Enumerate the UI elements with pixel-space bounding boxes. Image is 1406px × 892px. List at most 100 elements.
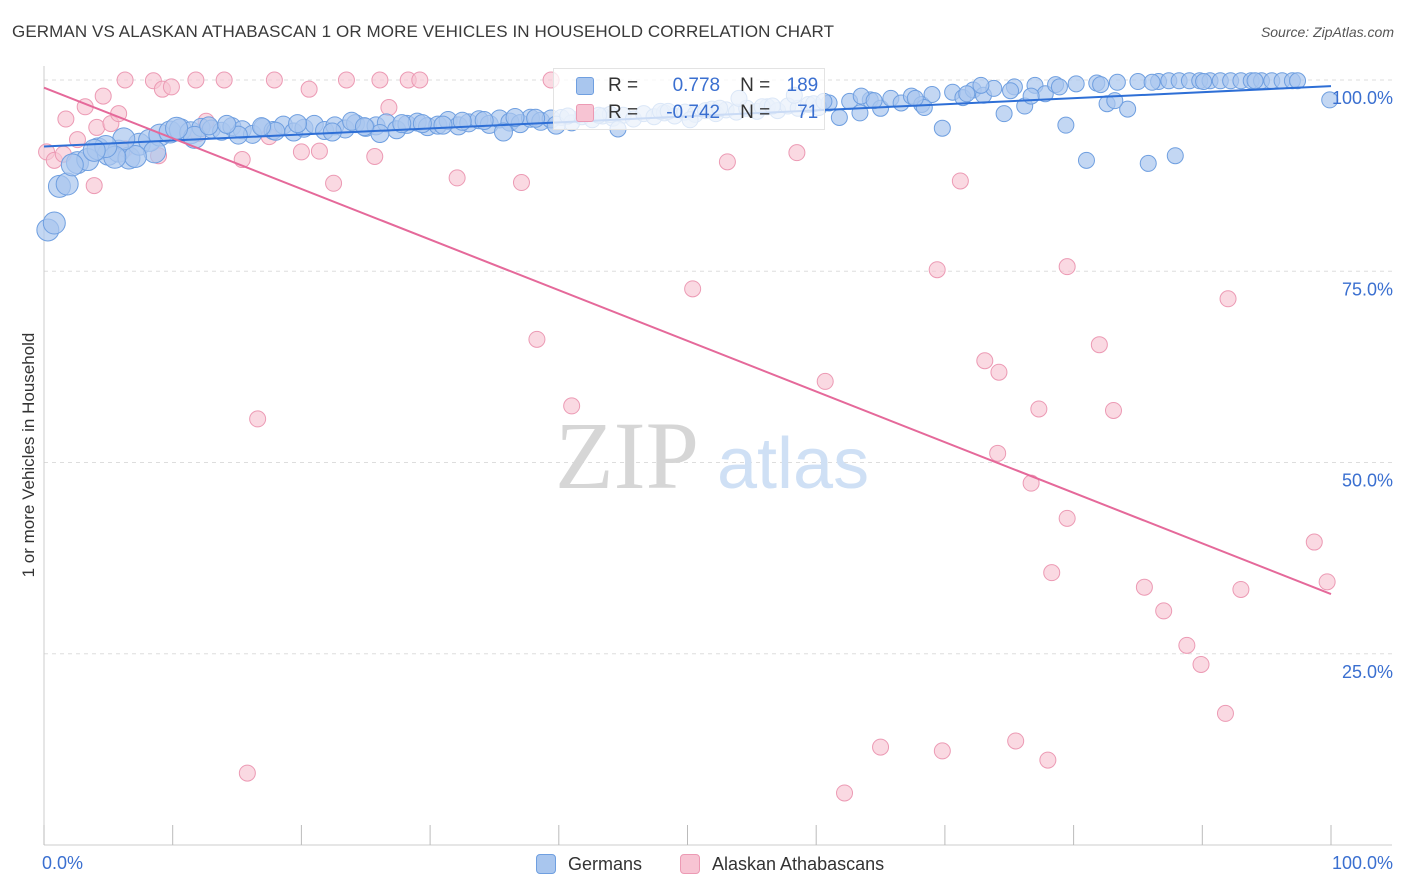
alaskan-point (366, 148, 384, 165)
alaskan-n-value: 71 (797, 102, 819, 123)
y-tick-label: 100.0% (1332, 88, 1393, 108)
alaskan-point (249, 410, 267, 428)
germans-point (995, 105, 1013, 123)
germans-point (1143, 73, 1161, 91)
source-credit: Source: ZipAtlas.com (1260, 24, 1394, 40)
alaskan-point (788, 144, 806, 162)
germans-legend-label: Germans (568, 853, 643, 874)
alaskan-point (57, 110, 75, 128)
germans-point (1129, 73, 1147, 91)
alaskan-r-value: -0.742 (666, 102, 721, 123)
alaskan-point (976, 352, 994, 370)
alaskan-point (1216, 704, 1234, 722)
alaskan-point (1007, 732, 1025, 750)
germans-legend-swatch (536, 854, 556, 874)
germans-point (933, 119, 951, 137)
alaskan-point (448, 169, 466, 187)
alaskan-point (238, 764, 256, 782)
legend-item-alaskan[interactable]: Alaskan Athabascans (680, 852, 884, 876)
alaskan-point (162, 78, 180, 96)
alaskan-point (116, 71, 134, 89)
alaskan-point (836, 784, 854, 802)
alaskan-point (300, 80, 318, 98)
germans-point (906, 89, 924, 107)
germans-point (1067, 75, 1085, 93)
alaskan-point (1058, 258, 1076, 276)
alaskan-point (1305, 533, 1323, 551)
alaskan-point (310, 142, 328, 160)
germans-point (1002, 82, 1020, 100)
watermark-zip: ZIP (555, 402, 699, 509)
germans-swatch (576, 77, 594, 95)
x-tick-label: 100.0% (1332, 853, 1393, 873)
y-tick-label: 25.0% (1342, 662, 1393, 682)
germans-point (1139, 154, 1157, 172)
legend-item-germans[interactable]: Germans (536, 852, 642, 876)
alaskan-point (94, 87, 112, 105)
r-label: R = (608, 102, 639, 123)
stats-legend: R = 0.778 N = 189 R = -0.742 N = 71 (553, 68, 825, 130)
germans-point (217, 114, 237, 134)
alaskan-point (563, 397, 581, 415)
germans-point (60, 153, 84, 177)
alaskan-point (215, 71, 233, 89)
alaskan-point (1219, 290, 1237, 308)
alaskan-point (85, 177, 103, 195)
germans-point (42, 211, 66, 235)
germans-point (392, 114, 412, 134)
germans-point (865, 92, 883, 110)
germans-point (1022, 87, 1040, 105)
alaskan-point (325, 174, 343, 192)
alaskan-point (187, 71, 205, 89)
germans-point (1166, 147, 1184, 165)
germans-point (972, 76, 990, 94)
alaskan-point (1058, 509, 1076, 527)
stats-row-germans: R = 0.778 N = 189 (576, 75, 818, 97)
y-tick-label: 50.0% (1342, 471, 1393, 491)
chart-title: GERMAN VS ALASKAN ATHABASCAN 1 OR MORE V… (12, 22, 835, 41)
alaskan-point (1043, 564, 1061, 582)
germans-n-value: 189 (786, 75, 819, 96)
alaskan-point (989, 444, 1007, 462)
alaskan-point (1135, 578, 1153, 596)
germans-point (1321, 91, 1339, 109)
alaskan-point (951, 172, 969, 190)
alaskan-point (528, 330, 546, 348)
r-label: R = (608, 75, 639, 96)
germans-r-value: 0.778 (672, 75, 721, 96)
n-label: N = (740, 75, 771, 96)
stats-row-alaskan: R = -0.742 N = 71 (576, 102, 818, 124)
alaskan-point (512, 174, 530, 192)
y-tick-label: 75.0% (1342, 279, 1393, 299)
alaskan-legend-label: Alaskan Athabascans (712, 853, 885, 874)
alaskan-legend-swatch (680, 854, 700, 874)
germans-point (433, 115, 453, 135)
alaskan-point (990, 363, 1008, 381)
alaskan-point (1192, 655, 1210, 673)
germans-point (1246, 72, 1264, 90)
germans-point (143, 140, 167, 164)
alaskan-point (337, 71, 355, 89)
tick-labels: 100.0% 75.0% 50.0% 25.0% 0.0% 100.0% (42, 88, 1393, 873)
alaskan-point (1318, 573, 1336, 591)
n-label: N = (740, 102, 771, 123)
alaskan-point (88, 118, 106, 136)
alaskan-trend-line (43, 86, 1332, 596)
alaskan-point (411, 71, 429, 89)
alaskan-point (68, 131, 86, 149)
alaskan-point (816, 372, 834, 390)
alaskan-point (265, 71, 283, 89)
alaskan-point (292, 143, 310, 161)
x-tick-label: 0.0% (42, 853, 83, 873)
germans-point (288, 114, 308, 134)
germans-point (1108, 73, 1126, 91)
alaskan-swatch (576, 104, 594, 122)
germans-point (505, 107, 525, 127)
germans-point (493, 122, 513, 142)
alaskan-point (718, 153, 736, 171)
axes (43, 66, 1392, 846)
alaskan-point (1030, 400, 1048, 418)
germans-point (1057, 116, 1075, 134)
germans-point (199, 116, 219, 136)
